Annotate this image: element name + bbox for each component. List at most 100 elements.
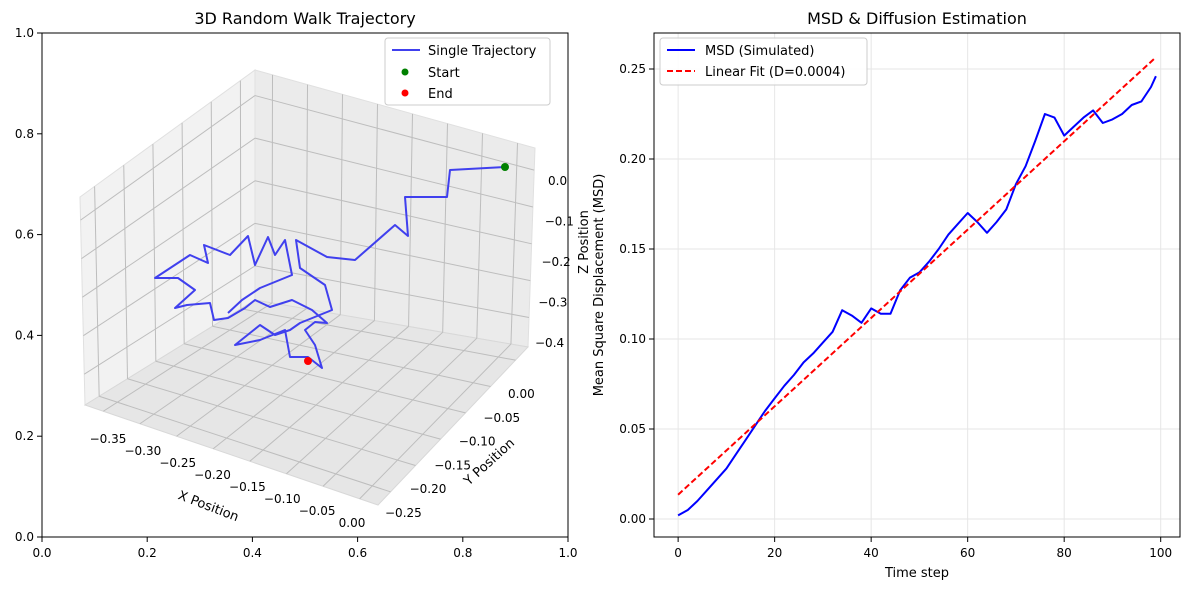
y3d-ticks: 0.00 −0.05 −0.10 −0.15 −0.20 −0.25 (385, 387, 535, 520)
trajectory-line (154, 166, 506, 369)
grid-x-wall (373, 104, 378, 321)
left-outer-ytick-label: 0.6 (15, 228, 34, 242)
x3d-tick-label: −0.10 (264, 492, 301, 506)
grid-z-left (83, 222, 256, 337)
right-axes-frame (653, 32, 1181, 538)
x-tick-label: 60 (960, 546, 975, 560)
legend-fit-label: Linear Fit (D=0.0004) (705, 65, 845, 80)
x-tick-label: 100 (1149, 546, 1172, 560)
left-outer-ytick-label: 0.2 (15, 429, 34, 443)
start-point (501, 163, 509, 171)
grid-z-right (254, 95, 535, 171)
right-title: MSD & Diffusion Estimation (807, 9, 1027, 28)
right-grid (654, 33, 1180, 537)
x3d-tick-label: −0.35 (90, 432, 127, 446)
y3d-tick-label: −0.20 (410, 482, 447, 496)
left-outer-ytick-label: 1.0 (15, 26, 34, 40)
grid-z-right (254, 222, 531, 282)
x3d-tick-label: −0.15 (229, 480, 266, 494)
grid-y-floor (99, 395, 391, 493)
grid-y-floor (212, 325, 491, 387)
y3d-tick-label: −0.25 (385, 506, 422, 520)
x3d-tick-label: −0.05 (299, 504, 336, 518)
left-outer-xtick-label: 0.0 (32, 546, 51, 560)
grid-x-floor (249, 326, 409, 462)
x3d-ticks: −0.35−0.30−0.25−0.20−0.15−0.10−0.050.00 (90, 432, 366, 530)
z3d-tick-label: −0.4 (535, 336, 564, 350)
y-tick-label: 0.20 (619, 152, 646, 166)
z3d-tick-label: −0.2 (542, 255, 571, 269)
grid-z-left (82, 180, 256, 298)
grid-x-wall (339, 94, 343, 315)
left-legend-box (384, 37, 551, 106)
y3d-tick-label: 0.00 (508, 387, 535, 401)
grid-y-floor (240, 308, 516, 361)
x3d-tick-label: −0.25 (159, 456, 196, 470)
left-outer-xtick-label: 0.2 (138, 546, 157, 560)
legend-start-label: Start (428, 66, 460, 81)
left-outer-xtick-label: 0.4 (243, 546, 262, 560)
grid-z-right (254, 137, 534, 208)
y-tick-label: 0.25 (619, 62, 646, 76)
left-title: 3D Random Walk Trajectory (194, 9, 415, 28)
left-outer-xtick-label: 0.6 (348, 546, 367, 560)
y3d-tick-label: −0.10 (459, 435, 496, 449)
y-tick-label: 0.05 (619, 422, 646, 436)
right-legend-box (659, 37, 868, 86)
y-tick-label: 0.15 (619, 242, 646, 256)
y3d-tick-label: −0.05 (483, 411, 520, 425)
z3d-ticks: 0.0 −0.1 −0.2 −0.3 −0.4 (535, 174, 574, 350)
legend-end-label: End (428, 87, 453, 102)
grid-x-wall (408, 113, 413, 327)
right-ticks: 0 20 40 60 80 100 0.00 0.05 0.10 0.15 0.20 0.25 (619, 62, 1172, 560)
x3d-tick-label: −0.20 (194, 468, 231, 482)
grid-y-wall (210, 101, 213, 327)
grid-y-wall (152, 144, 157, 362)
grid-z-right (254, 180, 532, 245)
grid-y-wall (181, 122, 185, 344)
z3d-tick-label: −0.1 (545, 215, 574, 229)
grid-y-floor (184, 343, 466, 414)
right-ylabel: Mean Square Displacement (MSD) (592, 174, 607, 397)
grid-z-left (81, 137, 256, 260)
grid-z-left (80, 95, 256, 221)
grid-z-left (83, 265, 256, 375)
grid-x-floor (103, 302, 273, 412)
right-xlabel: Time step (884, 566, 949, 581)
legend-start-swatch (401, 68, 409, 76)
grid-y-floor (127, 378, 416, 466)
left-outer-ytick-label: 0.4 (15, 328, 34, 342)
left-outer-ticks: 0.0 0.2 0.4 0.6 0.8 1.0 0.0 0.2 0.4 0.6 0.8 1.0 (15, 26, 578, 560)
grid-x-floor (212, 320, 375, 450)
legend-end-swatch (401, 89, 409, 97)
grid-y-wall (94, 186, 100, 397)
msd-line (677, 75, 1157, 517)
end-point (304, 357, 312, 365)
grid-y-wall (123, 165, 128, 379)
legend-msd-label: MSD (Simulated) (705, 44, 814, 59)
pane-back-right (254, 69, 536, 348)
left-axes-frame (41, 32, 569, 538)
grid-x-wall (442, 123, 448, 333)
x-tick-label: 0 (674, 546, 682, 560)
grid-x-wall (510, 143, 518, 345)
y-tick-label: 0.00 (619, 512, 646, 526)
y-tick-label: 0.10 (619, 332, 646, 346)
left-outer-xtick-label: 0.8 (453, 546, 472, 560)
left-outer-ytick-label: 0.8 (15, 127, 34, 141)
x-tick-label: 80 (1057, 546, 1072, 560)
z3d-label: Z Position (577, 210, 592, 274)
grid-y-floor (155, 360, 441, 440)
left-outer-ytick-label: 0.0 (15, 530, 34, 544)
right-panel: MSD & Diffusion Estimation 0 20 40 60 80 1000… (592, 9, 1181, 581)
left-legend: Single Trajectory Start End (384, 37, 551, 106)
left-panel: 3D Random Walk Trajectory −0.35−0.30−0.2… (15, 9, 592, 560)
legend-trajectory-label: Single Trajectory (428, 44, 537, 59)
x3d-tick-label: 0.00 (339, 516, 366, 530)
pane-grid (80, 74, 535, 500)
grid-z-right (254, 265, 530, 319)
x-tick-label: 40 (864, 546, 879, 560)
x3d-tick-label: −0.30 (124, 444, 161, 458)
z3d-tick-label: −0.3 (538, 296, 567, 310)
